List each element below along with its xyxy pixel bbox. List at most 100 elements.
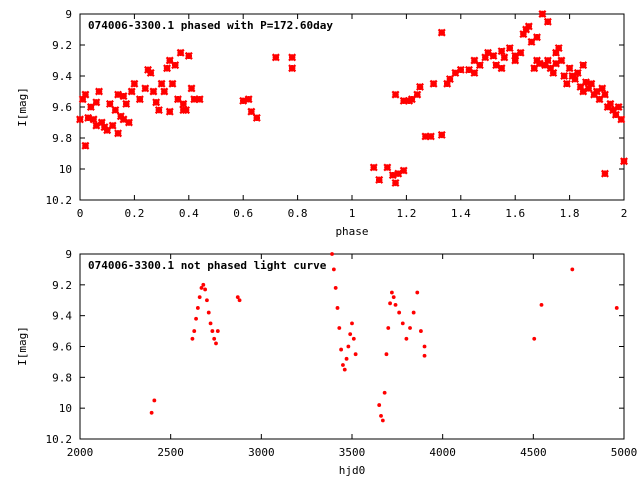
phased-data-point (176, 48, 185, 57)
phased-data-point (105, 99, 114, 108)
phased-data-point (505, 44, 514, 53)
unphased-data-point (331, 267, 336, 272)
unphased-y-axis-label: I[mag] (16, 326, 29, 366)
unphased-data-point (210, 329, 215, 333)
phased-data-point (103, 126, 112, 135)
phased-data-point (600, 90, 609, 99)
phased-data-point (549, 68, 558, 77)
phased-data-point (108, 121, 117, 130)
phased-data-point (437, 28, 446, 37)
phased-data-point (606, 99, 615, 108)
unphased-y-ticks: 9 9.2 9.4 9.6 9.8 10 10.2 (46, 248, 624, 446)
phased-data-point (584, 84, 593, 93)
phased-x-axis-label: phase (335, 225, 368, 238)
unphased-data-point (539, 302, 544, 307)
phased-data-point (516, 48, 525, 57)
unphased-data-point (149, 410, 154, 415)
unphased-data-point (212, 336, 217, 341)
phased-data-point (97, 118, 106, 127)
phased-y-tick-label: 9.6 (52, 101, 72, 114)
phased-data-point (239, 96, 248, 105)
phased-data-point (130, 79, 139, 88)
phased-data-point (391, 178, 400, 187)
unphased-data-point (422, 353, 427, 358)
unphased-data-point (393, 302, 398, 307)
phased-x-tick-label: 0.6 (233, 207, 253, 220)
phased-data-point (149, 87, 158, 96)
phased-data-point (84, 113, 93, 122)
unphased-data-point (203, 287, 208, 292)
phased-data-point (111, 106, 120, 115)
phased-data-point (470, 68, 479, 77)
phased-data-point (560, 72, 569, 80)
phased-x-tick-label: 1.8 (560, 207, 580, 220)
phased-data-point (179, 99, 188, 108)
unphased-data-point (330, 252, 334, 256)
unphased-data-point (205, 298, 209, 303)
unphased-data-point (386, 326, 391, 330)
phased-data-point (524, 22, 533, 31)
unphased-x-tick-label: 2500 (157, 446, 184, 459)
phased-data-point (375, 175, 384, 184)
unphased-data-point (152, 398, 157, 403)
unphased-data-point (353, 352, 358, 357)
phased-data-point (141, 84, 150, 93)
phased-data-point (171, 61, 180, 70)
unphased-data-point (419, 329, 423, 333)
phased-data-point (600, 169, 609, 178)
phased-data-point (92, 121, 101, 130)
phased-data-point (579, 61, 588, 70)
phased-x-tick-label: 1.6 (505, 207, 525, 220)
unphased-x-tick-label: 5000 (611, 446, 638, 459)
phased-data-point (76, 115, 84, 124)
unphased-y-tick-label: 10 (59, 402, 72, 415)
unphased-data-point (237, 298, 242, 303)
phased-data-point (598, 84, 607, 93)
unphased-x-tick-label: 4000 (429, 446, 456, 459)
phased-data-point (168, 79, 177, 88)
phased-data-point (388, 171, 397, 180)
unphased-data-point (192, 329, 197, 333)
unphased-data-point (380, 418, 385, 423)
phased-x-tick-label: 1 (349, 207, 356, 220)
phased-data-point (535, 59, 544, 68)
phased-data-point (413, 90, 422, 99)
phased-x-tick-label: 0.2 (124, 207, 144, 220)
phased-light-curve-panel: 0 0.2 0.4 0.6 0.8 1 1.2 1.4 1.6 1.8 2 9 9.2 9.4 9.6 9.… (16, 8, 628, 238)
phased-data-point (165, 107, 174, 116)
phased-x-tick-label: 1.4 (451, 207, 471, 220)
unphased-data-point (400, 321, 405, 326)
phased-data-point (492, 61, 501, 70)
phased-data-point (576, 82, 585, 91)
unphased-data-point (341, 363, 345, 367)
phased-data-point (114, 90, 123, 99)
unphased-data-point (235, 295, 240, 300)
unphased-x-ticks: 2000 2500 3000 3500 4000 4500 5000 (67, 254, 638, 459)
phased-data-point (244, 95, 253, 104)
unphased-data-point (333, 286, 338, 290)
phased-data-point (541, 61, 550, 70)
phased-data-point (611, 110, 620, 119)
unphased-data-point (337, 326, 342, 330)
phased-data-point (184, 51, 193, 60)
unphased-chart-title: 074006-3300.1 not phased light curve (88, 259, 327, 272)
unphased-data-point (335, 306, 340, 310)
phased-data-point (464, 65, 473, 74)
phased-data-point (552, 59, 560, 68)
unphased-data-point (350, 321, 354, 326)
phased-data-point (587, 79, 596, 88)
unphased-data-points (149, 252, 619, 423)
phased-data-point (538, 10, 547, 18)
phased-data-point (500, 53, 509, 62)
phased-data-point (445, 75, 454, 84)
unphased-light-curve-panel: 2000 2500 3000 3500 4000 4500 5000 99.29.49.69… (16, 248, 637, 477)
phased-data-point (252, 113, 261, 122)
phased-y-tick-label: 10.2 (46, 194, 73, 207)
phased-data-point (95, 87, 104, 96)
unphased-data-point (201, 282, 206, 287)
phased-data-point (437, 130, 446, 139)
phased-x-tick-label: 2 (621, 207, 628, 220)
phased-y-tick-label: 10 (59, 163, 72, 176)
phased-data-point (86, 103, 95, 111)
